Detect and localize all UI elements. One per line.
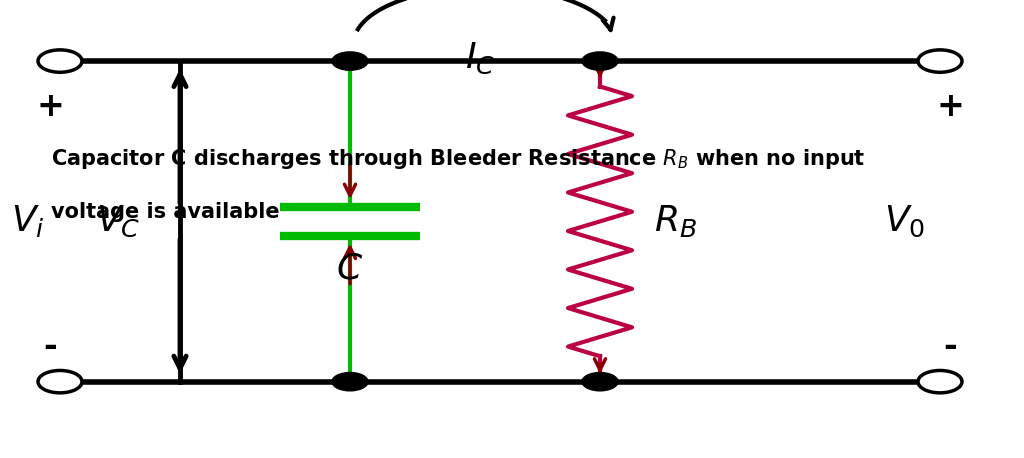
Circle shape bbox=[332, 52, 368, 70]
Text: $C$: $C$ bbox=[337, 252, 364, 286]
Circle shape bbox=[38, 371, 82, 393]
Text: voltage is available: voltage is available bbox=[51, 202, 280, 222]
Text: +: + bbox=[936, 90, 964, 123]
Circle shape bbox=[918, 50, 962, 72]
Text: $R_B$: $R_B$ bbox=[653, 203, 696, 240]
Text: +: + bbox=[36, 90, 63, 123]
Text: -: - bbox=[943, 330, 956, 363]
Text: Capacitor C discharges through Bleeder Resistance $R_B$ when no input: Capacitor C discharges through Bleeder R… bbox=[51, 147, 865, 170]
Circle shape bbox=[582, 372, 618, 391]
Circle shape bbox=[582, 52, 618, 70]
Text: $V_C$: $V_C$ bbox=[96, 204, 140, 239]
Circle shape bbox=[332, 372, 368, 391]
Circle shape bbox=[38, 50, 82, 72]
Circle shape bbox=[918, 371, 962, 393]
Text: $V_i$: $V_i$ bbox=[11, 203, 45, 240]
Text: $V_0$: $V_0$ bbox=[885, 204, 926, 239]
Text: -: - bbox=[43, 330, 57, 363]
Text: $I_C$: $I_C$ bbox=[465, 41, 495, 76]
